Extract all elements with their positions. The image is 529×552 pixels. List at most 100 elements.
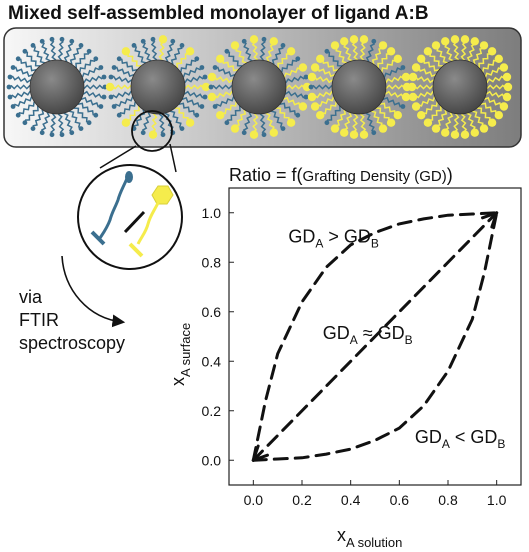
gd-annotation-part: >: [323, 226, 344, 246]
ligand-b: [427, 105, 442, 121]
ligand-b-head: [148, 130, 158, 139]
ligand-b: [213, 90, 233, 99]
ligand-a: [32, 109, 45, 127]
ligand-b-head: [487, 47, 497, 56]
ligand-b: [251, 40, 259, 61]
ligand-b: [125, 105, 140, 121]
ligand-b-head: [298, 102, 308, 111]
ligand-b: [277, 53, 292, 69]
ligand-a-head: [241, 38, 247, 44]
ligand-a-head: [400, 65, 406, 70]
ligand-b-head: [401, 72, 411, 82]
ligand-a-head: [140, 130, 146, 136]
ligand-b-head: [411, 63, 421, 72]
gd-annotation-part: GD: [378, 323, 405, 343]
ligand-a: [279, 102, 297, 116]
ligand-b: [466, 43, 477, 63]
ligand-a: [63, 112, 73, 132]
ligand-b: [375, 107, 390, 123]
ligand-a-head: [10, 65, 16, 70]
ligand-b-head: [450, 35, 460, 44]
ligand-a-head: [69, 130, 75, 136]
x-tick-label: 0.0: [244, 492, 264, 508]
x-axis-label: xA solution: [337, 525, 402, 550]
gd-annotation-part: ≈: [358, 323, 378, 343]
ligand-b: [472, 47, 485, 65]
gd-annotation: GDA < GDB: [415, 427, 506, 451]
gd-annotation-part: GD: [415, 427, 442, 447]
ligand-a: [178, 102, 196, 116]
ligand-b-head: [121, 47, 131, 56]
chart-title-close: ): [447, 165, 453, 185]
ligand-b-head: [378, 41, 388, 50]
y-tick-label: 0.0: [202, 452, 222, 468]
ligand-b-head: [307, 72, 317, 82]
ligand-a-head: [324, 48, 330, 54]
ligand-a-head: [199, 65, 205, 70]
ligand-b: [151, 113, 158, 134]
ligand-a-head: [49, 132, 55, 138]
y-tick-label: 0.4: [202, 353, 222, 369]
nanoparticle: [407, 35, 513, 139]
ligand-a-head: [324, 120, 330, 126]
ligand-b: [417, 96, 436, 107]
ligand-b: [422, 58, 440, 72]
ligand-b-head: [207, 92, 217, 102]
ligand-a-head: [202, 74, 208, 80]
ligand-a: [68, 110, 81, 128]
ligand-b-head: [359, 35, 369, 44]
ligand-a: [11, 90, 31, 99]
ligand-b-head: [499, 102, 509, 111]
ligand-b: [158, 40, 165, 61]
ligand-a: [164, 112, 174, 132]
ligand-a-head: [261, 36, 267, 42]
ligand-b: [174, 107, 189, 123]
ligand-b-head: [316, 54, 325, 63]
zoom-connector-right: [169, 143, 177, 173]
ligand-a: [184, 75, 204, 84]
series-curves: [251, 211, 499, 462]
ligand-b-head: [105, 82, 115, 92]
ligand-b-head: [316, 111, 325, 120]
ligand-a: [14, 66, 34, 78]
y-tick-label: 0.6: [202, 304, 222, 320]
ligand-b-head: [499, 63, 509, 72]
ligand-a-head: [241, 130, 247, 136]
ligand-a: [134, 46, 147, 64]
ligand-a-head: [10, 104, 16, 109]
ligand-a-head: [49, 36, 55, 42]
gd-annotation-part: GD: [470, 427, 497, 447]
ligand-b-head: [408, 92, 418, 102]
ligand-b: [359, 40, 366, 61]
ligand-b: [452, 40, 460, 61]
ligand-a: [169, 110, 182, 128]
ligand-b: [351, 40, 359, 61]
y-axis-label: xA surface: [168, 323, 193, 386]
ligand-a: [142, 42, 152, 62]
ligand-a-head: [6, 84, 12, 90]
y-tick-label: 0.2: [202, 403, 222, 419]
ligand-a-chain: [98, 175, 130, 239]
ligand-b: [436, 46, 449, 64]
ligand-b: [460, 40, 467, 61]
y-tick-label: 0.8: [202, 254, 222, 270]
ligand-b: [486, 75, 506, 84]
ligand-b-head: [460, 35, 470, 44]
ligand-b-head: [302, 82, 312, 92]
gd-annotation-part: A: [350, 333, 358, 347]
ligand-a-head: [30, 43, 36, 48]
y-axis-label-sub: A surface: [178, 323, 193, 377]
ligand-b: [471, 110, 484, 128]
ligand-b: [111, 84, 132, 90]
ligand-b: [285, 84, 306, 90]
ligand-a-head: [224, 120, 230, 126]
chart-title: Ratio = f(Grafting Density (GD)): [229, 165, 453, 185]
ligand-separator: [123, 210, 146, 234]
x-tick-label: 1.0: [487, 492, 507, 508]
zoom-source-circle: [131, 110, 173, 152]
ligand-a: [141, 111, 152, 131]
ligand-a: [216, 96, 235, 107]
ligand-a: [181, 96, 201, 108]
